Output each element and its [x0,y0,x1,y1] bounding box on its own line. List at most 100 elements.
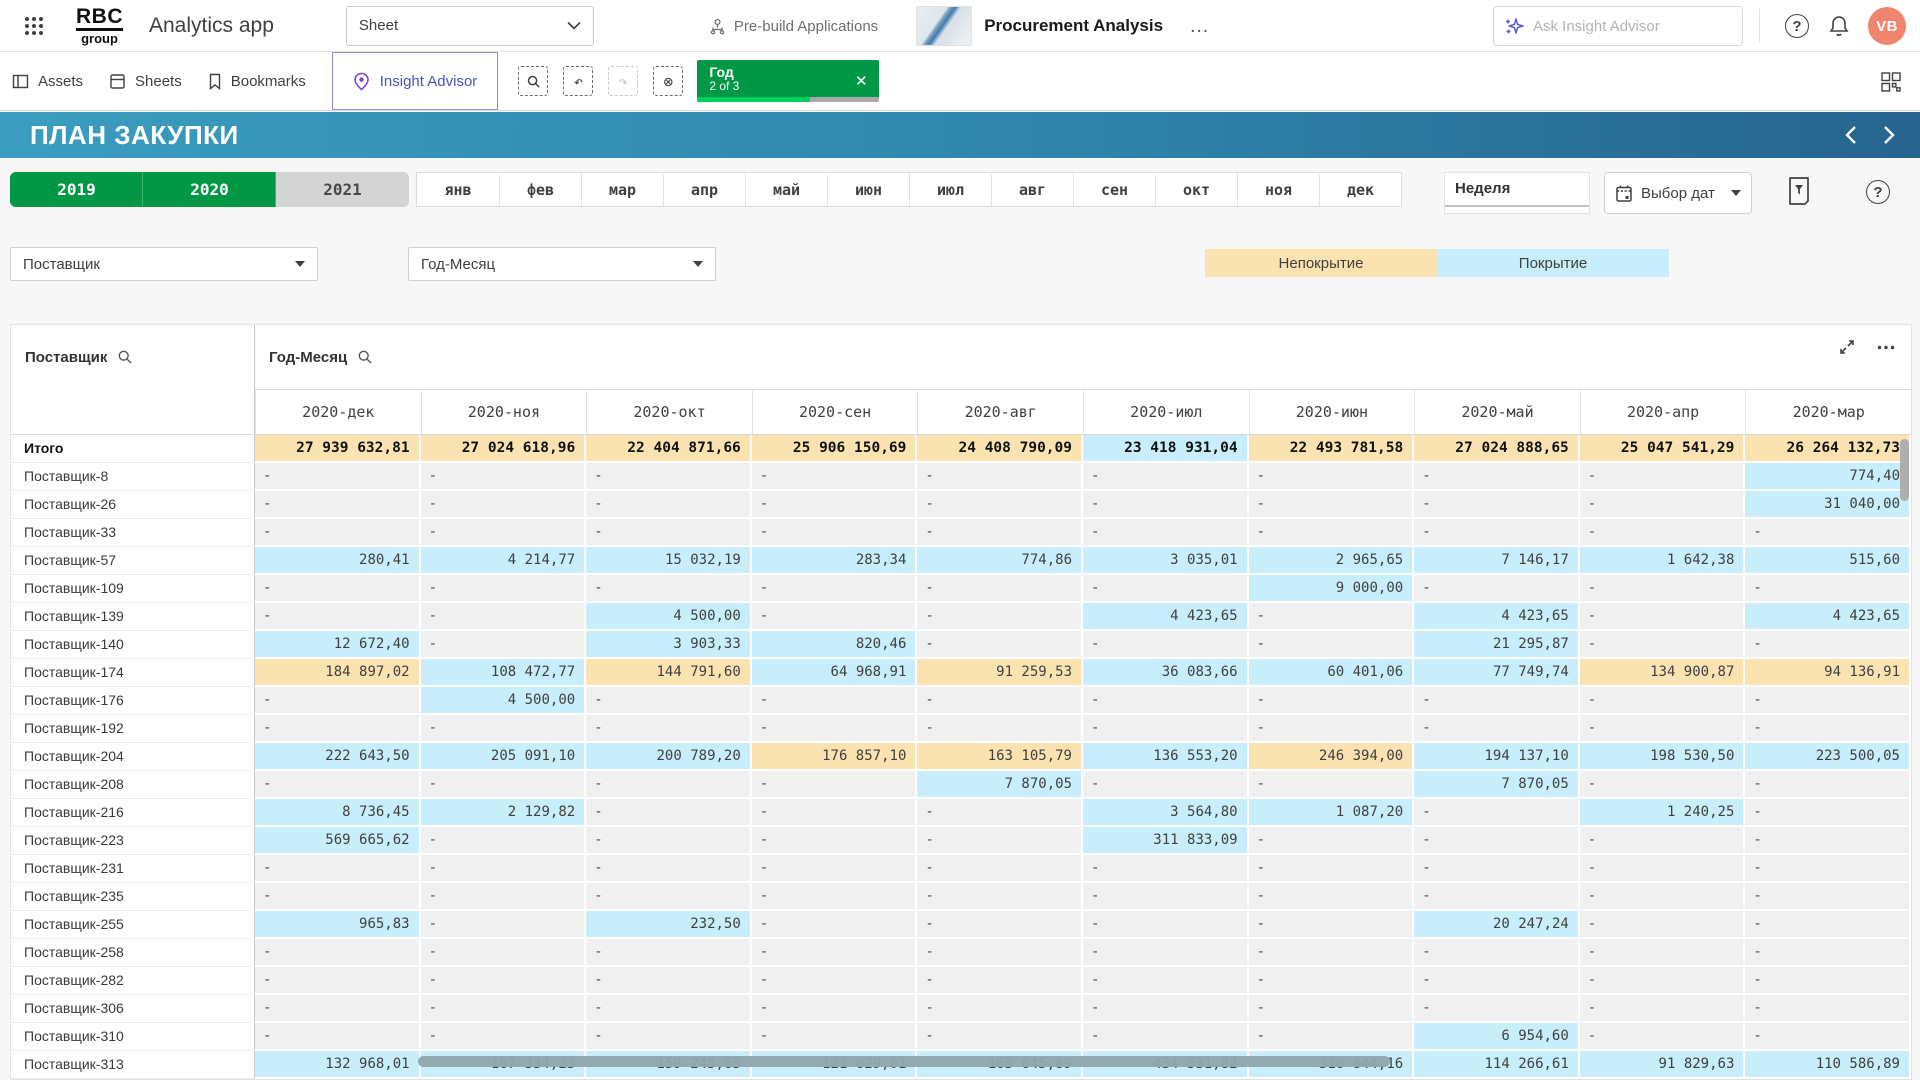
pivot-cell[interactable]: - [1249,911,1415,939]
vertical-scrollbar-thumb[interactable] [1900,439,1909,501]
pivot-cell[interactable]: - [421,771,587,799]
pivot-cell[interactable]: - [1249,771,1415,799]
col-header-2020-май[interactable]: 2020-май [1414,389,1580,434]
month-button-июн[interactable]: июн [827,173,909,206]
pivot-cell[interactable]: - [1083,1023,1249,1051]
pivot-cell[interactable]: - [1580,575,1746,603]
pivot-cell[interactable]: - [917,603,1083,631]
pivot-cell[interactable]: - [1580,715,1746,743]
pivot-cell[interactable]: - [1745,939,1911,967]
expand-icon[interactable] [1839,339,1855,355]
pivot-cell[interactable]: - [752,939,918,967]
pivot-cell[interactable]: 311 833,09 [1083,827,1249,855]
pivot-cell[interactable]: - [1414,575,1580,603]
pivot-cell[interactable]: - [752,491,918,519]
pivot-cell[interactable]: - [586,463,752,491]
ask-insight-advisor-input[interactable] [1533,18,1732,35]
pivot-cell[interactable]: - [1745,995,1911,1023]
row-label[interactable]: Поставщик-216 [11,799,255,827]
pivot-cell[interactable]: 194 137,10 [1414,743,1580,771]
pivot-cell[interactable]: - [1414,939,1580,967]
current-app-name[interactable]: Procurement Analysis [984,16,1163,36]
pivot-cell[interactable]: - [255,995,421,1023]
pivot-cell[interactable]: - [1414,463,1580,491]
pivot-cell[interactable]: 15 032,19 [586,547,752,575]
row-label[interactable]: Поставщик-223 [11,827,255,855]
row-label[interactable]: Поставщик-204 [11,743,255,771]
month-button-сен[interactable]: сен [1073,173,1155,206]
pivot-cell[interactable]: 205 091,10 [421,743,587,771]
row-label[interactable]: Итого [11,435,255,463]
pivot-cell[interactable]: - [255,1023,421,1051]
pivot-cell[interactable]: - [752,687,918,715]
pivot-cell[interactable]: 4 214,77 [421,547,587,575]
pivot-cell[interactable]: - [917,491,1083,519]
pivot-cell[interactable]: - [1083,519,1249,547]
month-button-апр[interactable]: апр [663,173,745,206]
pivot-cell[interactable]: - [586,1023,752,1051]
pivot-cell[interactable]: - [1083,939,1249,967]
pivot-cell[interactable]: - [421,995,587,1023]
col-header-2020-авг[interactable]: 2020-авг [917,389,1083,434]
pivot-cell[interactable]: - [1580,827,1746,855]
pivot-cell[interactable]: - [1745,967,1911,995]
pivot-cell[interactable]: - [586,519,752,547]
horizontal-scrollbar-thumb[interactable] [418,1056,1390,1067]
pivot-cell[interactable]: 184 897,02 [255,659,421,687]
tab-bookmarks[interactable]: Bookmarks [208,52,306,110]
date-picker-button[interactable]: Выбор дат [1604,172,1752,214]
pivot-cell[interactable]: 1 642,38 [1580,547,1746,575]
pivot-cell[interactable]: - [1249,967,1415,995]
insight-advisor-searchbox[interactable] [1493,6,1743,46]
pivot-cell[interactable]: - [1083,631,1249,659]
pivot-cell[interactable]: - [1580,1023,1746,1051]
pivot-cell[interactable]: - [255,519,421,547]
pivot-cell[interactable]: 1 087,20 [1249,799,1415,827]
pivot-cell[interactable]: - [1745,911,1911,939]
pivot-cell[interactable]: - [1745,575,1911,603]
pivot-cell[interactable]: 232,50 [586,911,752,939]
pivot-cell[interactable]: - [1083,855,1249,883]
sheet-help-button[interactable]: ? [1866,180,1890,204]
pivot-cell[interactable]: - [1249,1023,1415,1051]
pivot-cell[interactable]: - [1249,603,1415,631]
pivot-cell[interactable]: - [421,463,587,491]
month-button-ноя[interactable]: ноя [1237,173,1319,206]
pivot-cell[interactable]: - [586,967,752,995]
pivot-cell[interactable]: 114 266,61 [1414,1051,1580,1079]
pivot-cell[interactable]: - [1249,715,1415,743]
pivot-cell[interactable]: - [752,911,918,939]
pivot-cell[interactable]: - [1249,631,1415,659]
pivot-cell[interactable]: - [421,631,587,659]
pivot-cell[interactable]: - [1083,491,1249,519]
col-header-2020-апр[interactable]: 2020-апр [1580,389,1746,434]
pivot-cell[interactable]: - [255,575,421,603]
pivot-cell[interactable]: - [421,519,587,547]
pivot-cell[interactable]: 4 500,00 [586,603,752,631]
pivot-cell[interactable]: - [1249,995,1415,1023]
smart-search-icon[interactable] [518,66,548,96]
pivot-cell[interactable]: 132 968,01 [255,1051,421,1079]
row-label[interactable]: Поставщик-33 [11,519,255,547]
pivot-cell[interactable]: - [1083,687,1249,715]
selections-forward-icon[interactable]: ↷ [608,66,638,96]
pivot-cell[interactable]: - [917,631,1083,659]
more-menu-icon[interactable] [1877,345,1895,350]
pivot-cell[interactable]: 20 247,24 [1414,911,1580,939]
pivot-cell[interactable]: - [752,1023,918,1051]
pivot-cell[interactable]: - [255,883,421,911]
row-label[interactable]: Поставщик-282 [11,967,255,995]
pivot-cell[interactable]: - [917,1023,1083,1051]
pivot-cell[interactable]: - [1580,687,1746,715]
pivot-cell[interactable]: - [421,883,587,911]
pivot-cell[interactable]: - [917,575,1083,603]
row-label[interactable]: Поставщик-176 [11,687,255,715]
pivot-cell[interactable]: - [1083,575,1249,603]
yearmonth-search-icon[interactable] [357,349,373,365]
pivot-cell[interactable]: 60 401,06 [1249,659,1415,687]
month-button-окт[interactable]: окт [1155,173,1237,206]
pivot-cell[interactable]: - [752,883,918,911]
pivot-cell[interactable]: 9 000,00 [1249,575,1415,603]
pivot-cell[interactable]: - [917,911,1083,939]
user-avatar[interactable]: VB [1868,7,1906,45]
